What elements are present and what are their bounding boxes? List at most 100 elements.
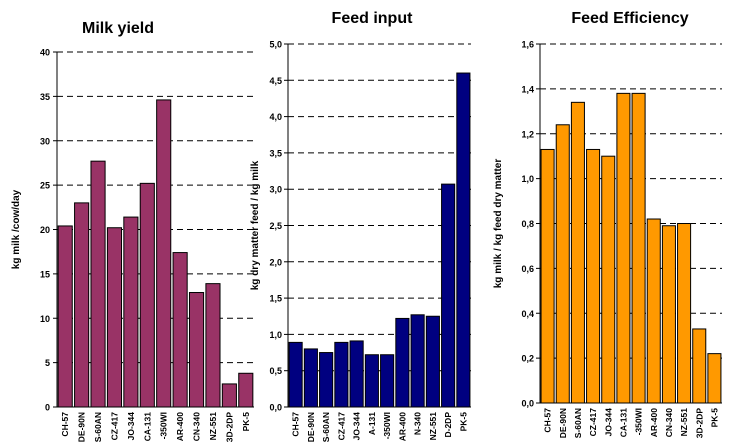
y-tick-label: 2,0	[269, 257, 282, 267]
x-tick-label: -350WI	[634, 408, 644, 435]
bar	[631, 92, 646, 404]
x-tick-label: S-60AN	[321, 412, 331, 442]
y-tick-label: 10	[40, 314, 50, 324]
x-tick-label: D-2DP	[443, 412, 453, 438]
x-tick-label: CH-57	[543, 408, 553, 433]
y-tick-label: 40	[40, 48, 50, 58]
x-tick-label: -350WI	[382, 412, 392, 439]
y-tick-label: 0,6	[521, 264, 534, 274]
x-tick-label: NZ-551	[208, 412, 218, 441]
bar	[570, 101, 585, 404]
bar	[646, 218, 661, 404]
bar	[364, 354, 379, 408]
bar	[677, 223, 692, 404]
bar	[586, 148, 601, 404]
y-tick-label: 1,5	[269, 294, 282, 304]
x-tick-label: AR-400	[175, 412, 185, 442]
bar	[123, 216, 139, 408]
chart-panel-2: Feed input kg dry matter feed / kg milk 0,…	[250, 10, 471, 442]
y-tick-label: 0	[45, 403, 50, 413]
bar	[555, 124, 570, 404]
x-tick-label: NZ-551	[428, 412, 438, 441]
y-tick-label: 0,8	[521, 219, 534, 229]
y-tick-label: 35	[40, 92, 50, 102]
x-tick-label: CA-131	[142, 412, 152, 442]
bar	[205, 283, 221, 408]
x-tick-label: CZ-417	[588, 408, 598, 437]
y-tick-label: 2,5	[269, 221, 282, 231]
y-tick-label: 3,5	[269, 148, 282, 158]
x-tick-label: -350WI	[159, 412, 169, 439]
bar	[188, 292, 205, 408]
bar	[139, 182, 155, 408]
x-tick-label: 3D-2DP	[224, 412, 234, 443]
bar	[349, 340, 364, 408]
y-tick-label: 0,2	[521, 354, 534, 364]
x-tick-label: CZ-417	[109, 412, 119, 441]
x-tick-label: N-340	[413, 412, 423, 435]
chart-title: Milk yield	[82, 20, 154, 37]
bar	[456, 72, 471, 408]
bar	[334, 341, 349, 408]
x-tick-label: PK-5	[241, 412, 251, 432]
x-tick-label: JO-344	[126, 412, 136, 441]
x-tick-label: S-60AN	[573, 408, 583, 438]
y-tick-label: 15	[40, 269, 50, 279]
y-tick-label: 1,0	[269, 330, 282, 340]
bar	[303, 348, 318, 408]
y-tick-label: 20	[40, 225, 50, 235]
y-tick-label: 25	[40, 181, 50, 191]
bar	[616, 92, 631, 404]
bar	[601, 155, 616, 404]
y-tick-label: 0,4	[521, 309, 534, 319]
bar	[288, 341, 303, 408]
bar	[172, 252, 188, 408]
bar	[441, 183, 456, 408]
bar	[540, 148, 555, 404]
x-tick-label: DE-90N	[306, 412, 316, 442]
y-tick-label: 1,4	[521, 84, 534, 94]
x-tick-label: A-131	[367, 412, 377, 435]
bar	[221, 383, 237, 408]
y-axis-label: kg dry matter feed / kg milk	[250, 160, 261, 290]
y-tick-label: 1,2	[521, 129, 534, 139]
bar	[238, 372, 254, 408]
bar	[319, 352, 334, 408]
x-tick-label: CH-57	[60, 412, 70, 437]
bar	[661, 225, 676, 404]
y-tick-label: 4,5	[269, 76, 282, 86]
bar	[90, 160, 106, 408]
y-axis-label: kg milk /cow/day	[11, 189, 22, 269]
bar	[156, 99, 172, 408]
y-tick-label: 0,0	[269, 403, 282, 413]
x-tick-label: PK-5	[458, 412, 468, 432]
x-tick-label: CZ-417	[336, 412, 346, 441]
bar	[380, 354, 395, 408]
x-tick-label: NZ-551	[679, 408, 689, 437]
bar	[410, 314, 425, 408]
x-tick-label: CH-57	[291, 412, 301, 437]
chart-title: Feed input	[332, 10, 414, 27]
x-tick-label: AR-400	[397, 412, 407, 442]
y-tick-label: 5	[45, 358, 50, 368]
y-tick-label: 30	[40, 136, 50, 146]
x-tick-label: 3D-2DP	[694, 408, 704, 439]
bar	[57, 225, 73, 408]
bar	[692, 328, 707, 404]
x-tick-label: DE-90N	[77, 412, 87, 442]
chart-panel-3: Feed Efficiency kg milk / kg feed dry mat…	[493, 10, 722, 438]
x-tick-label: S-60AN	[93, 412, 103, 442]
bar	[395, 317, 410, 408]
y-tick-label: 3,0	[269, 185, 282, 195]
x-tick-label: JO-344	[603, 408, 613, 437]
x-tick-label: AR-400	[649, 408, 659, 438]
chart-panel-1: Milk yield kg milk /cow/day 0 5 10 15 20 25 30 35…	[11, 20, 254, 442]
x-tick-label: CA-131	[618, 408, 628, 438]
x-tick-label: DE-90N	[558, 408, 568, 438]
y-tick-label: 0,5	[269, 366, 282, 376]
bar	[74, 202, 90, 408]
x-tick-label: PK-5	[709, 408, 719, 428]
x-tick-label: CN-340	[192, 412, 202, 442]
bar	[106, 227, 123, 408]
